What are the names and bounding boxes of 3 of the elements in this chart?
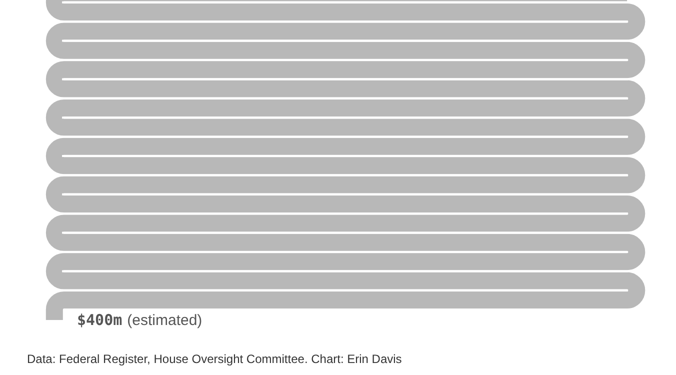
text: (estimated) [127, 312, 202, 329]
text: Data: Federal Register, House Oversight Committee. Chart: Erin Davis [27, 352, 402, 366]
data-label: $400m [77, 311, 122, 329]
